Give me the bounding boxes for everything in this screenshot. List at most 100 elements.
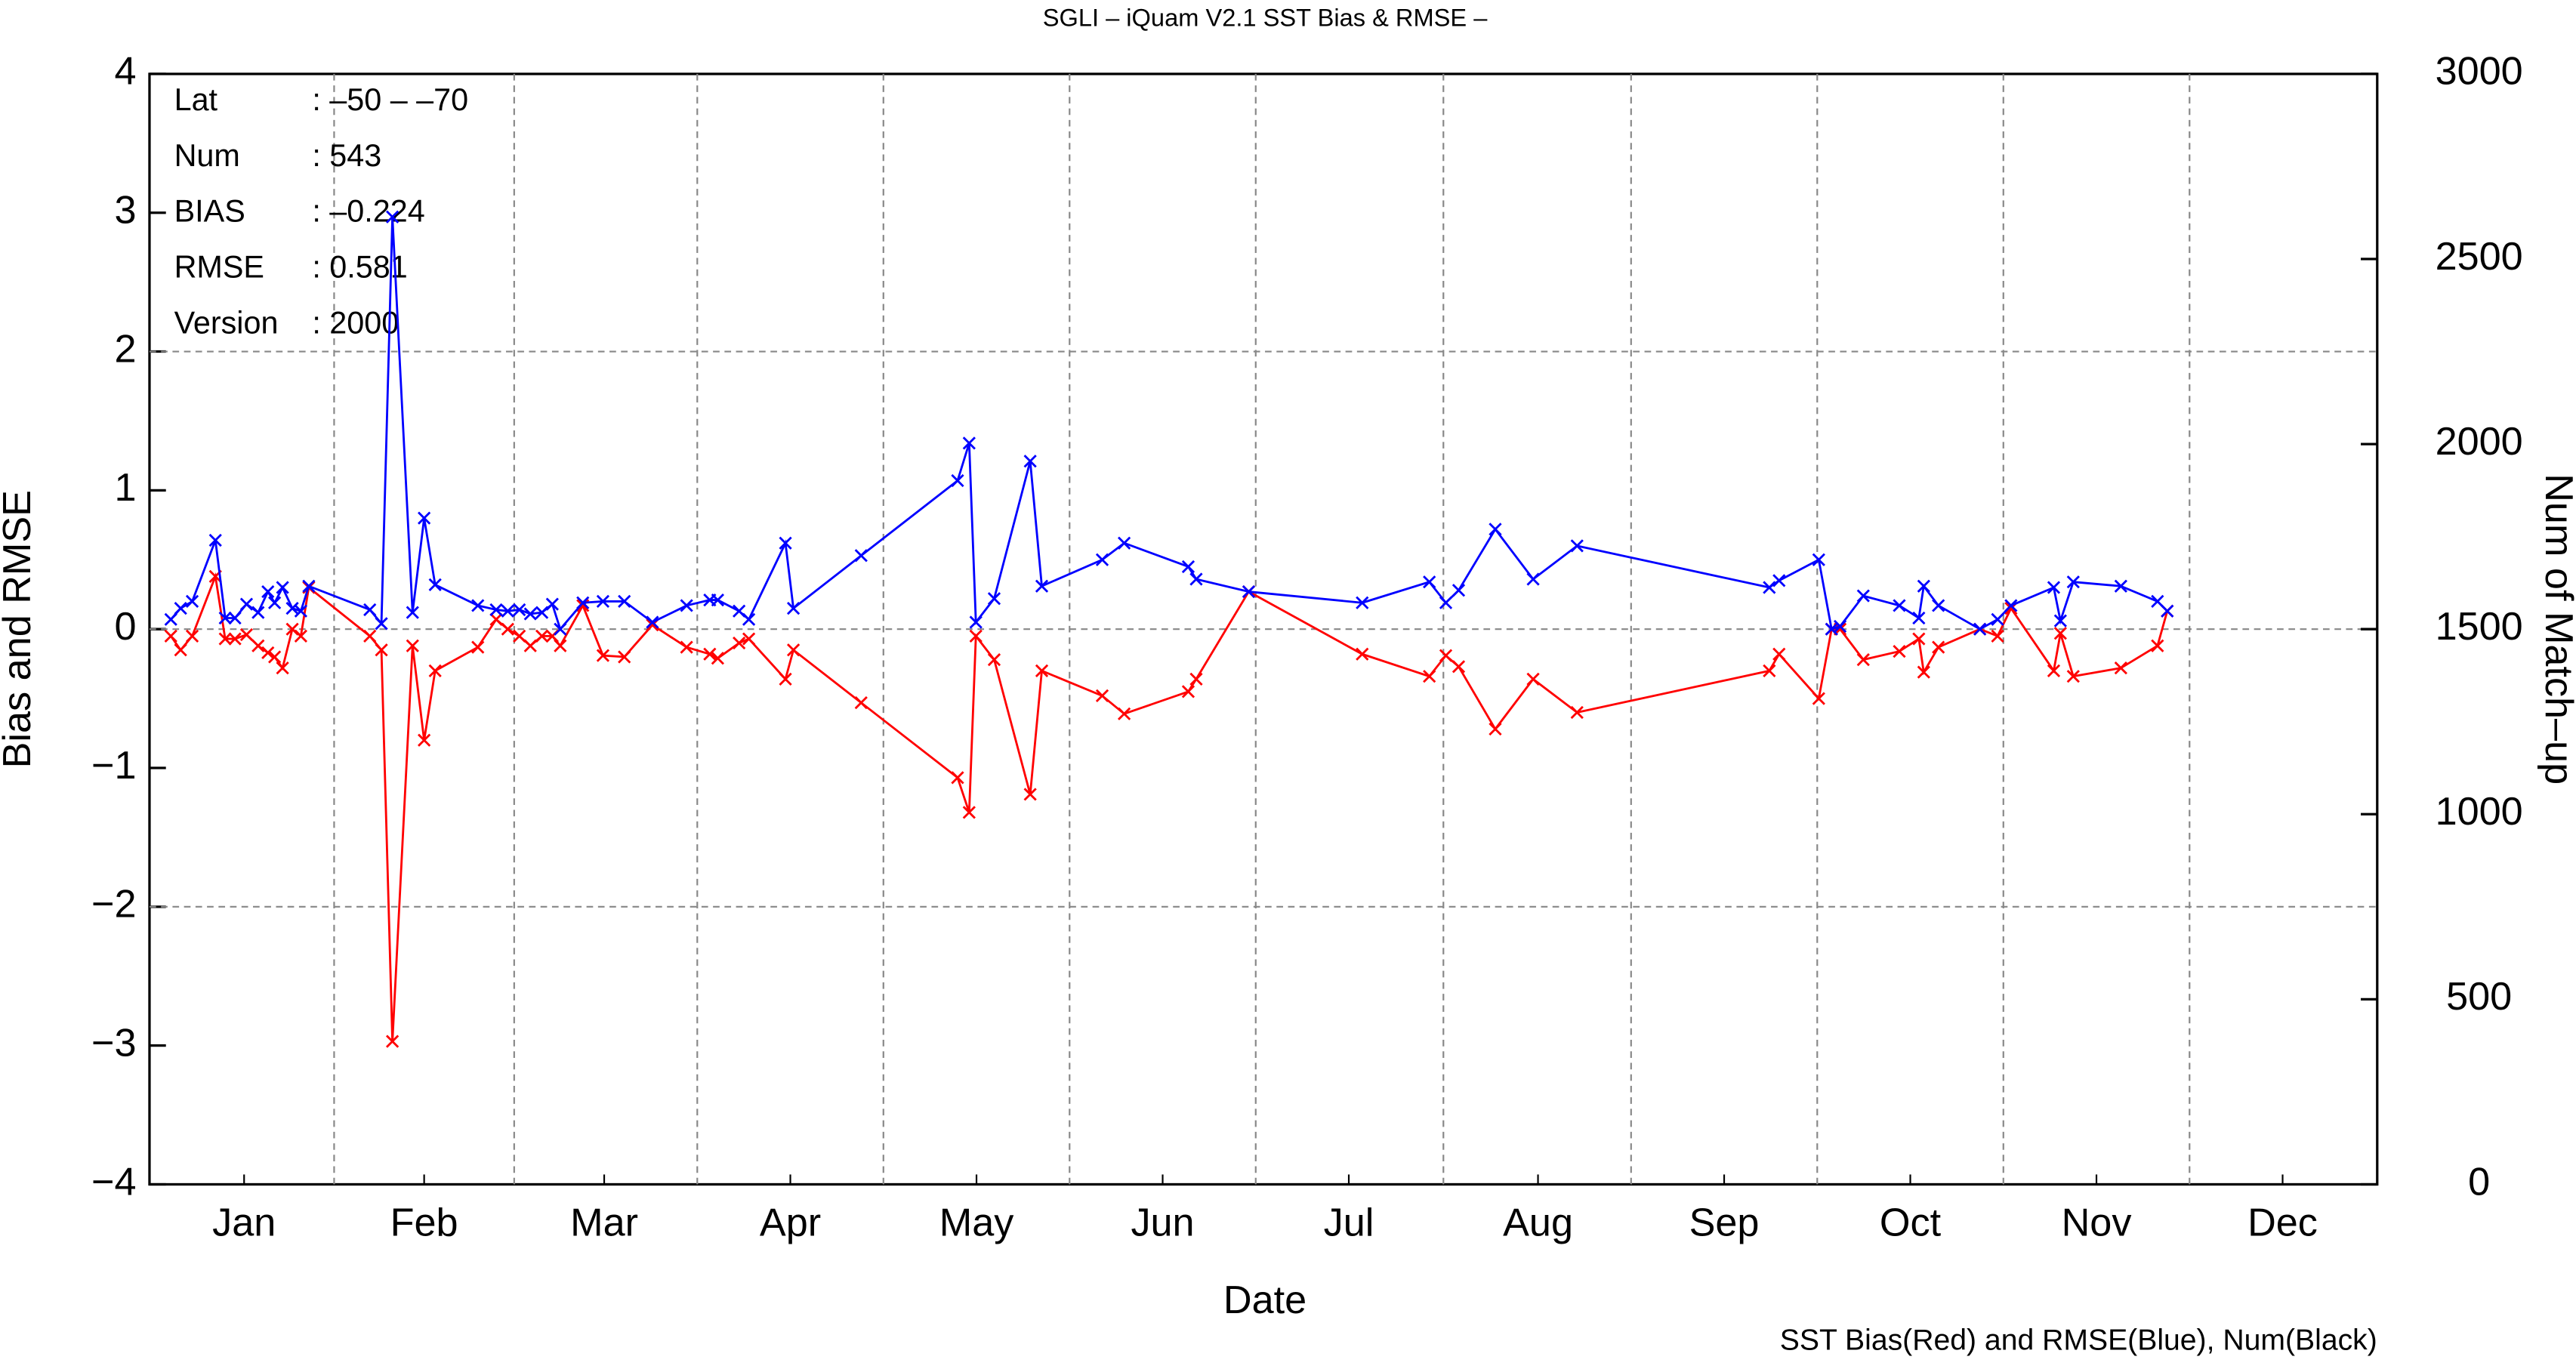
point-marker xyxy=(1833,619,1847,634)
point-marker xyxy=(1772,574,1786,587)
point-marker xyxy=(1570,539,1584,553)
point-marker xyxy=(742,632,756,646)
y2-tick-label: 2000 xyxy=(2436,420,2523,464)
x-tick-label: Aug xyxy=(1503,1201,1573,1245)
point-marker xyxy=(285,602,299,615)
x-tick-label: Jul xyxy=(1324,1201,1374,1245)
series-line xyxy=(170,572,2169,1042)
point-marker xyxy=(1917,579,1930,593)
point-marker xyxy=(1917,665,1930,679)
point-marker xyxy=(251,639,265,652)
info-value: : –0.224 xyxy=(312,194,424,229)
point-marker xyxy=(545,597,559,611)
chart-title: SGLI – iQuam V2.1 SST Bias & RMSE – xyxy=(1043,4,1489,32)
point-marker xyxy=(1095,553,1109,566)
point-marker xyxy=(786,602,801,615)
point-marker xyxy=(276,661,289,675)
point-marker xyxy=(1023,455,1037,468)
point-marker xyxy=(285,622,299,636)
point-marker xyxy=(535,606,549,619)
point-marker xyxy=(208,533,222,547)
point-marker xyxy=(489,603,503,617)
y-tick-label: 0 xyxy=(115,605,137,649)
point-marker xyxy=(987,592,1001,606)
x-tick-label: Jun xyxy=(1131,1201,1194,1245)
y2-tick-label: 2500 xyxy=(2436,235,2523,279)
point-marker xyxy=(513,629,526,643)
y2-tick-label: 0 xyxy=(2468,1160,2490,1204)
point-marker xyxy=(1356,647,1369,661)
point-marker xyxy=(2151,639,2164,652)
point-marker xyxy=(2114,661,2127,675)
point-marker xyxy=(1570,705,1584,720)
point-marker xyxy=(1189,672,1203,686)
point-marker xyxy=(1117,536,1131,550)
point-marker xyxy=(228,611,242,625)
point-marker xyxy=(1763,581,1776,594)
x-tick-label: May xyxy=(939,1201,1014,1245)
point-marker xyxy=(1856,653,1870,667)
info-label: Num xyxy=(174,138,240,173)
point-marker xyxy=(1181,685,1195,698)
point-marker xyxy=(779,672,792,686)
point-marker xyxy=(646,615,659,629)
point-marker xyxy=(218,611,232,625)
x-tick-label: Dec xyxy=(2247,1201,2318,1245)
point-marker xyxy=(1489,722,1502,736)
point-marker xyxy=(239,597,254,611)
point-marker xyxy=(1772,647,1786,661)
point-marker xyxy=(1117,707,1131,720)
point-marker xyxy=(174,602,187,615)
point-marker xyxy=(2047,664,2061,677)
point-marker xyxy=(1489,523,1502,536)
y2-tick-label: 1000 xyxy=(2436,790,2523,834)
point-marker xyxy=(501,604,514,618)
point-marker xyxy=(1023,788,1037,801)
point-marker xyxy=(2161,604,2174,618)
y-tick-label: −1 xyxy=(91,744,137,788)
point-marker xyxy=(1423,575,1436,589)
point-marker xyxy=(501,622,514,636)
x-tick-label: Sep xyxy=(1689,1201,1760,1245)
info-label: RMSE xyxy=(174,250,264,285)
point-marker xyxy=(489,612,503,626)
point-marker xyxy=(854,696,868,710)
point-marker xyxy=(786,643,801,657)
point-marker xyxy=(1893,644,1906,658)
point-marker xyxy=(854,549,868,563)
point-marker xyxy=(363,603,377,617)
series-line xyxy=(170,217,2168,632)
point-marker xyxy=(1439,649,1453,662)
point-marker xyxy=(1452,660,1466,674)
point-marker xyxy=(239,627,254,642)
point-marker xyxy=(164,629,177,643)
point-marker xyxy=(185,594,199,609)
y2-tick-label: 3000 xyxy=(2436,50,2523,94)
y-tick-label: 1 xyxy=(115,466,137,510)
point-marker xyxy=(471,640,485,654)
point-marker xyxy=(2066,575,2080,589)
x-tick-label: Nov xyxy=(2062,1201,2132,1245)
point-marker xyxy=(294,604,308,618)
point-marker xyxy=(471,599,485,612)
point-marker xyxy=(1181,560,1195,574)
point-marker xyxy=(969,629,983,643)
point-marker xyxy=(596,649,610,662)
y-tick-label: −3 xyxy=(91,1021,137,1065)
point-marker xyxy=(375,617,388,631)
point-marker xyxy=(1035,664,1049,677)
point-marker xyxy=(535,629,549,643)
point-marker xyxy=(1526,672,1540,686)
point-marker xyxy=(951,473,964,488)
y-tick-label: 2 xyxy=(115,327,137,371)
x-axis-label: Date xyxy=(1223,1278,1307,1322)
point-marker xyxy=(618,650,631,664)
point-marker xyxy=(1856,589,1870,603)
x-tick-label: Feb xyxy=(390,1201,458,1245)
y-tick-label: 4 xyxy=(115,50,137,94)
point-marker xyxy=(261,646,275,660)
info-value: : –50 – –70 xyxy=(312,82,468,117)
info-value: : 543 xyxy=(312,138,381,173)
point-marker xyxy=(251,606,265,619)
point-marker xyxy=(428,664,442,677)
